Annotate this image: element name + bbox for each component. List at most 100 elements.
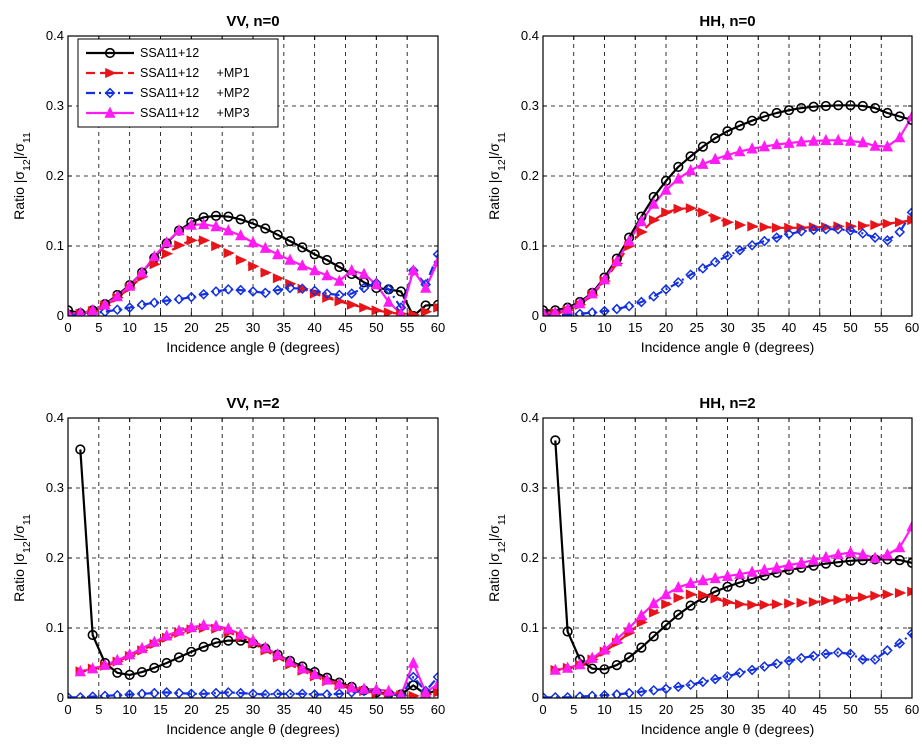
data-point (869, 139, 881, 151)
data-point (599, 664, 610, 675)
data-point (673, 161, 684, 172)
data-point (747, 599, 759, 610)
data-point (697, 141, 709, 152)
data-point (561, 661, 574, 673)
data-point (259, 689, 271, 698)
data-point (771, 561, 783, 573)
data-point (111, 653, 123, 665)
data-point (709, 673, 721, 685)
y-tick-label: 0 (57, 690, 64, 705)
data-point (721, 148, 734, 160)
x-tick-label: 45 (338, 320, 352, 335)
data-point (759, 599, 771, 610)
x-tick-label: 35 (751, 702, 765, 717)
data-point (296, 688, 308, 698)
legend-marker-3 (104, 87, 116, 99)
data-point (734, 120, 745, 131)
data-point (586, 307, 598, 316)
x-tick-label: 20 (184, 702, 198, 717)
x-tick-label: 55 (400, 320, 414, 335)
data-point (210, 219, 222, 232)
data-point (820, 223, 832, 235)
data-point (272, 688, 284, 698)
x-axis-label: Incidence angle θ (degrees) (166, 339, 340, 355)
legend-label-2: SSA11+12 +MP1 (140, 66, 250, 80)
axis-ticks: 0 5 10 15 20 25 30 35 40 45 50 55 60 0 0.1 0.2 0.3 0.4 (46, 28, 445, 335)
data-point (211, 240, 223, 252)
data-point (685, 589, 698, 600)
data-point (907, 215, 912, 226)
data-point (260, 267, 272, 278)
data-point (660, 620, 672, 631)
data-point (685, 679, 696, 691)
data-point (284, 655, 296, 667)
x-tick-label: 55 (400, 702, 414, 717)
x-tick-label: 15 (153, 320, 167, 335)
y-tick-label: 0.2 (46, 550, 64, 565)
data-point (648, 631, 659, 642)
data-point (75, 306, 85, 316)
data-point (648, 597, 660, 609)
series-group (543, 100, 912, 316)
axis-ticks: 0 5 10 15 20 25 30 35 40 45 50 55 60 0 0.1 0.2 0.3 0.4 (521, 410, 919, 717)
data-point (222, 284, 234, 295)
data-point (858, 220, 870, 231)
x-axis-label: Incidence angle θ (degrees) (641, 339, 815, 355)
data-point (407, 671, 419, 683)
data-point (309, 264, 321, 276)
data-point (673, 592, 685, 603)
data-point (272, 648, 284, 660)
data-point (771, 138, 783, 150)
data-point (684, 576, 697, 588)
chart-title: HH, n=0 (699, 13, 755, 30)
data-point (734, 145, 746, 157)
data-point (660, 183, 672, 195)
data-point (783, 655, 795, 667)
x-tick-label: 55 (874, 702, 888, 717)
data-point (759, 111, 770, 122)
x-tick-label: 0 (64, 702, 71, 717)
data-point (161, 248, 174, 259)
data-point (648, 197, 660, 209)
data-point (136, 688, 148, 698)
data-point (124, 279, 136, 291)
x-tick-label: 5 (570, 320, 577, 335)
data-point (894, 131, 906, 143)
data-point (407, 656, 419, 668)
data-point (247, 634, 259, 646)
data-point (882, 589, 894, 600)
data-point (198, 217, 210, 230)
data-point (161, 295, 173, 306)
data-point (370, 683, 382, 695)
data-point (174, 240, 186, 251)
data-point (173, 224, 185, 236)
x-tick-label: 45 (338, 702, 352, 717)
legend-label-1: SSA11+12 (140, 46, 199, 60)
y-tick-label: 0.2 (521, 168, 539, 183)
data-point (186, 235, 198, 246)
legend-label-4: SSA11+12 +MP3 (140, 106, 250, 120)
data-point (309, 689, 321, 698)
data-point (383, 684, 395, 696)
data-point (74, 691, 86, 698)
data-point (259, 241, 271, 253)
x-tick-label: 50 (369, 702, 383, 717)
data-point (346, 681, 358, 693)
data-point (783, 136, 795, 148)
data-point (832, 133, 844, 146)
data-point (636, 686, 647, 698)
data-point (685, 151, 696, 162)
x-tick-label: 20 (659, 702, 673, 717)
x-tick-label: 60 (905, 702, 919, 717)
data-point (598, 273, 611, 285)
data-point (124, 648, 136, 660)
data-point (845, 100, 856, 111)
data-point (661, 599, 673, 610)
data-point (771, 222, 784, 233)
x-tick-label: 50 (843, 702, 857, 717)
data-point (857, 548, 869, 560)
x-axis-label: Incidence angle θ (degrees) (166, 721, 340, 737)
data-point (710, 593, 722, 604)
data-point (574, 657, 586, 670)
